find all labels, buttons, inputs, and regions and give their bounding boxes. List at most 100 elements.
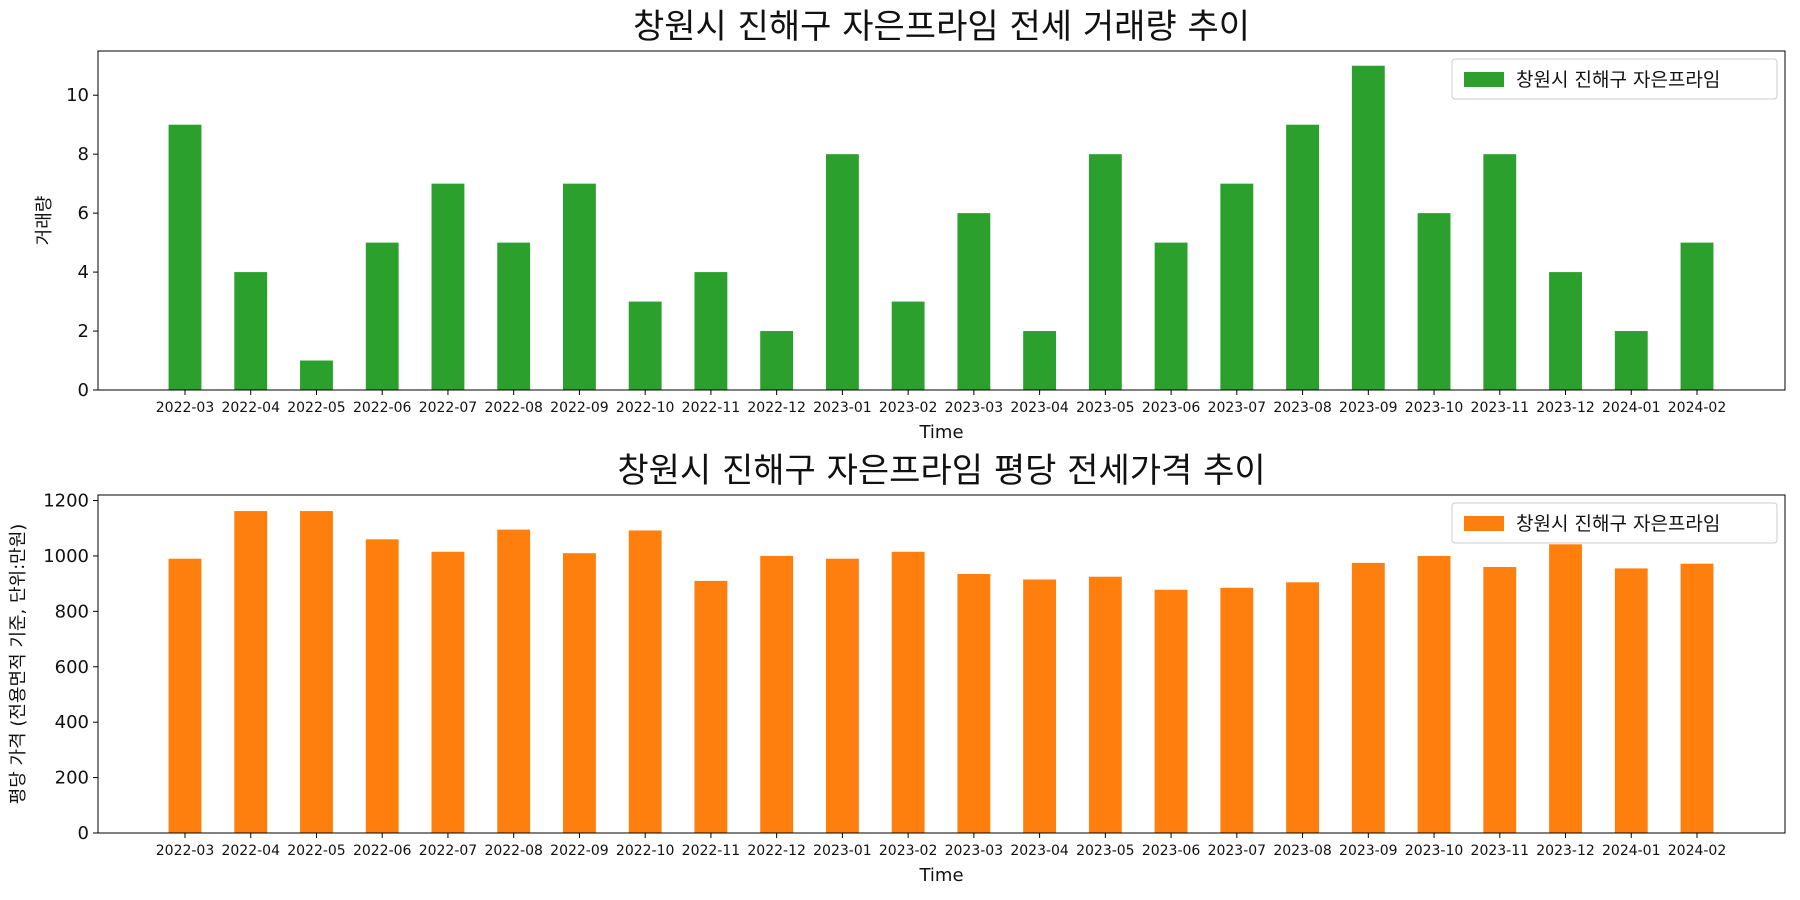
x-tick-label: 2022-10 bbox=[616, 843, 675, 859]
x-tick-label: 2023-08 bbox=[1273, 843, 1332, 859]
bar-2022-08 bbox=[497, 529, 531, 833]
bar-2022-07 bbox=[431, 183, 465, 390]
x-tick-label: 2022-03 bbox=[156, 843, 215, 859]
x-tick-label: 2023-04 bbox=[1010, 400, 1069, 416]
bar-2022-06 bbox=[365, 242, 399, 390]
y-tick-label: 800 bbox=[55, 601, 89, 622]
chart-title: 창원시 진해구 자은프라임 평당 전세가격 추이 bbox=[617, 451, 1265, 491]
bar-2023-04 bbox=[1023, 331, 1057, 390]
bar-2024-02 bbox=[1680, 563, 1714, 833]
legend-box bbox=[1451, 58, 1778, 100]
x-tick-label: 2024-01 bbox=[1602, 843, 1661, 859]
y-axis-label: 평당 가격 (전용면적 기준, 단위:만원) bbox=[8, 524, 29, 805]
x-tick-label: 2023-07 bbox=[1208, 843, 1267, 859]
x-tick-label: 2024-02 bbox=[1668, 400, 1727, 416]
bar-2023-05 bbox=[1088, 154, 1122, 390]
x-tick-label: 2022-05 bbox=[287, 400, 346, 416]
x-tick-label: 2022-04 bbox=[221, 400, 280, 416]
bar-2023-10 bbox=[1417, 555, 1451, 833]
y-tick-label: 6 bbox=[78, 203, 89, 224]
x-tick-label: 2022-04 bbox=[221, 843, 280, 859]
x-tick-label: 2023-06 bbox=[1142, 400, 1201, 416]
y-tick-label: 1000 bbox=[43, 546, 89, 567]
x-tick-label: 2023-11 bbox=[1471, 843, 1530, 859]
legend-box bbox=[1451, 502, 1778, 544]
x-tick-label: 2023-12 bbox=[1536, 400, 1595, 416]
y-tick-label: 400 bbox=[55, 712, 89, 733]
bar-2023-04 bbox=[1023, 579, 1057, 833]
x-tick-label: 2023-02 bbox=[879, 843, 938, 859]
bar-2023-03 bbox=[957, 573, 991, 833]
bar-2022-08 bbox=[497, 242, 531, 390]
bar-2022-09 bbox=[563, 553, 596, 833]
x-tick-label: 2022-08 bbox=[484, 843, 543, 859]
y-tick-label: 0 bbox=[78, 823, 89, 844]
x-axis-label: Time bbox=[918, 865, 963, 886]
bar-2022-12 bbox=[760, 331, 794, 390]
y-tick-label: 0 bbox=[78, 380, 89, 401]
bar-2023-12 bbox=[1549, 272, 1582, 390]
x-tick-label: 2022-12 bbox=[747, 400, 806, 416]
bar-2024-01 bbox=[1614, 568, 1648, 833]
y-tick-label: 2 bbox=[78, 321, 89, 342]
bar-2023-09 bbox=[1351, 562, 1385, 833]
x-tick-label: 2022-07 bbox=[419, 400, 478, 416]
bar-2022-05 bbox=[300, 511, 333, 833]
y-axis-label: 거래량 bbox=[34, 196, 55, 246]
x-tick-label: 2023-06 bbox=[1142, 843, 1201, 859]
x-tick-label: 2022-05 bbox=[287, 843, 346, 859]
x-tick-label: 2023-09 bbox=[1339, 843, 1398, 859]
bar-2022-11 bbox=[694, 272, 728, 390]
x-tick-label: 2022-11 bbox=[682, 400, 741, 416]
x-tick-label: 2023-05 bbox=[1076, 400, 1135, 416]
bar-2023-11 bbox=[1483, 154, 1517, 390]
x-tick-label: 2022-07 bbox=[419, 843, 478, 859]
x-tick-label: 2022-08 bbox=[484, 400, 543, 416]
chart-panel-2: 창원시 진해구 자은프라임 평당 전세가격 추이 0 200 400 600 800 100… bbox=[8, 451, 1786, 886]
plot-frame bbox=[97, 50, 1786, 391]
x-tick-label: 2024-01 bbox=[1602, 400, 1661, 416]
y-tick-label: 200 bbox=[55, 768, 89, 789]
bar-2022-04 bbox=[234, 272, 268, 390]
x-tick-label: 2023-11 bbox=[1471, 400, 1530, 416]
legend-label: 창원시 진해구 자은프라임 bbox=[1516, 513, 1720, 535]
bar-2024-01 bbox=[1614, 331, 1648, 390]
bar-2023-01 bbox=[825, 558, 859, 833]
x-tick-label: 2023-12 bbox=[1536, 843, 1595, 859]
bar-2022-11 bbox=[694, 580, 728, 833]
y-tick-label: 4 bbox=[78, 262, 89, 283]
x-tick-label: 2023-04 bbox=[1010, 843, 1069, 859]
bar-2023-06 bbox=[1154, 242, 1188, 390]
x-tick-label: 2023-10 bbox=[1405, 400, 1464, 416]
bar-2022-09 bbox=[563, 183, 596, 390]
x-tick-label: 2023-02 bbox=[879, 400, 938, 416]
x-tick-label: 2022-06 bbox=[353, 843, 412, 859]
legend-label: 창원시 진해구 자은프라임 bbox=[1516, 69, 1720, 91]
bar-2023-08 bbox=[1286, 124, 1319, 390]
x-tick-label: 2023-01 bbox=[813, 400, 872, 416]
bar-2022-10 bbox=[628, 301, 662, 390]
bar-2022-04 bbox=[234, 511, 268, 833]
bar-2023-08 bbox=[1286, 582, 1319, 833]
bar-2022-12 bbox=[760, 555, 794, 833]
bar-2023-12 bbox=[1549, 544, 1582, 833]
bar-2022-07 bbox=[431, 551, 465, 833]
bar-2022-03 bbox=[168, 558, 202, 833]
bar-2024-02 bbox=[1680, 242, 1714, 390]
y-tick-label: 1200 bbox=[43, 491, 89, 512]
chart-title: 창원시 진해구 자은프라임 전세 거래량 추이 bbox=[633, 7, 1250, 47]
x-tick-label: 2023-01 bbox=[813, 843, 872, 859]
y-tick-label: 8 bbox=[78, 144, 89, 165]
x-tick-label: 2022-11 bbox=[682, 843, 741, 859]
bar-2023-06 bbox=[1154, 589, 1188, 833]
bar-2023-11 bbox=[1483, 567, 1517, 833]
plot-frame bbox=[97, 494, 1786, 834]
bar-2023-10 bbox=[1417, 213, 1451, 390]
x-tick-label: 2023-03 bbox=[945, 400, 1004, 416]
bar-2022-05 bbox=[300, 360, 333, 390]
bar-2023-09 bbox=[1351, 65, 1385, 391]
bar-2023-02 bbox=[891, 551, 925, 833]
x-tick-label: 2022-12 bbox=[747, 843, 806, 859]
